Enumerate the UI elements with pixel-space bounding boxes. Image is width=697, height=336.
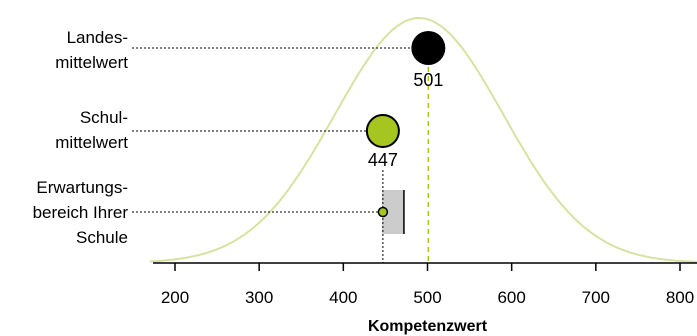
expected-range-label-line-1: Erwartungs-	[36, 178, 128, 197]
expected-range-label-line-3: Schule	[76, 228, 128, 247]
state-mean-row: Landes- mittelwert 501	[55, 28, 446, 90]
state-mean-point	[411, 31, 446, 65]
x-tick-label-500: 500	[413, 288, 441, 307]
x-axis-ticks: 200 300 400 500 600 700 800	[161, 263, 694, 307]
expected-range-label-line-2: bereich Ihrer	[33, 203, 129, 222]
x-axis-title: Kompetenzwert	[368, 318, 488, 335]
school-mean-value-label: 447	[368, 150, 398, 170]
state-mean-label-line-2: mittelwert	[55, 53, 128, 72]
distribution-curve	[149, 17, 697, 263]
x-tick-label-200: 200	[161, 288, 189, 307]
expected-range-box	[382, 190, 404, 234]
state-mean-label-line-1: Landes-	[67, 28, 128, 47]
x-tick-label-400: 400	[329, 288, 357, 307]
x-tick-label-700: 700	[582, 288, 610, 307]
school-mean-row: Schul- mittelwert 447	[55, 108, 400, 170]
expected-range-row: Erwartungs- bereich Ihrer Schule	[33, 170, 405, 263]
school-mean-label-line-2: mittelwert	[55, 133, 128, 152]
state-mean-value-label: 501	[413, 70, 443, 90]
x-tick-label-600: 600	[497, 288, 525, 307]
x-tick-label-300: 300	[245, 288, 273, 307]
school-mean-label-line-1: Schul-	[80, 108, 128, 127]
x-tick-label-800: 800	[666, 288, 694, 307]
expected-value-point	[377, 206, 389, 218]
school-mean-point	[365, 114, 400, 148]
